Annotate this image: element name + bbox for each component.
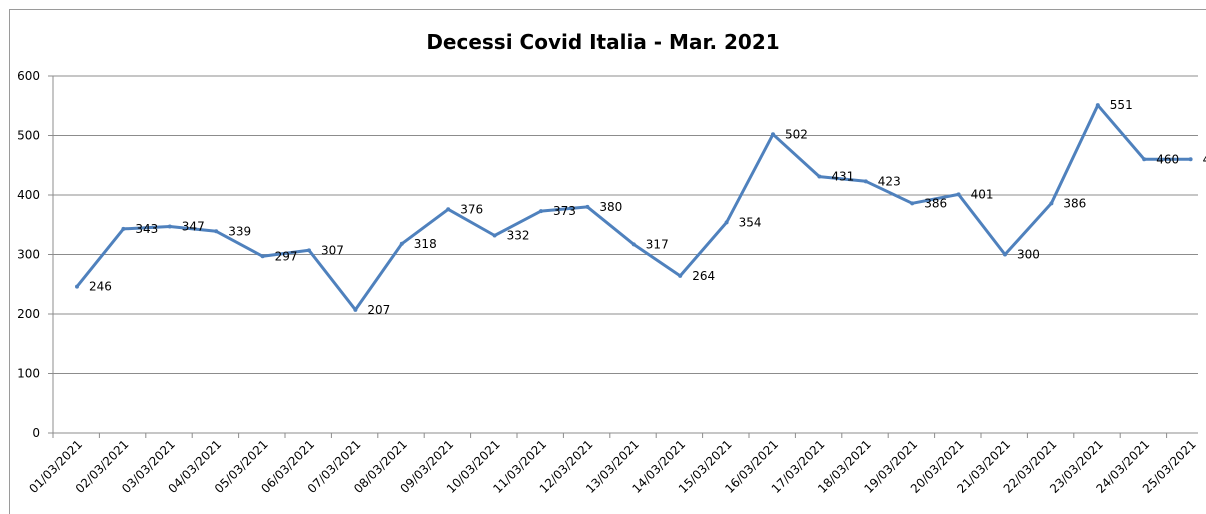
- data-label: 297: [275, 249, 298, 263]
- data-point: [307, 248, 311, 253]
- data-point: [353, 307, 358, 312]
- data-label: 386: [924, 196, 947, 210]
- data-label: 380: [599, 200, 622, 214]
- y-axis-ticks: 0 100 200 300 400 500 600: [17, 69, 53, 440]
- data-label: 373: [553, 204, 576, 218]
- data-label: 343: [135, 222, 158, 236]
- data-label: 332: [507, 228, 530, 242]
- data-label: 354: [739, 215, 762, 229]
- gridlines: [53, 75, 1198, 374]
- series: [75, 103, 1193, 312]
- data-point: [956, 192, 961, 197]
- data-point: [817, 174, 822, 179]
- data-point: [1142, 157, 1147, 162]
- data-point: [724, 220, 729, 225]
- y-tick-label: 300: [17, 248, 40, 262]
- data-label: 317: [646, 237, 669, 251]
- y-tick-label: 200: [17, 307, 40, 321]
- data-label: 423: [878, 174, 901, 188]
- data-point: [399, 241, 404, 246]
- y-tick-label: 500: [17, 129, 40, 143]
- data-label: 460: [1203, 152, 1206, 166]
- data-point: [1003, 252, 1007, 257]
- data-label: 376: [460, 202, 483, 216]
- data-point: [910, 201, 915, 206]
- data-point: [585, 204, 590, 209]
- data-label: 386: [1063, 196, 1086, 210]
- data-point: [260, 254, 265, 259]
- data-point: [863, 179, 868, 184]
- data-point: [631, 242, 636, 247]
- data-point: [1188, 157, 1193, 162]
- y-tick-label: 400: [17, 188, 40, 202]
- data-point: [1095, 103, 1100, 108]
- data-label: 207: [367, 303, 390, 317]
- data-label: 460: [1156, 152, 1179, 166]
- data-label: 264: [692, 269, 715, 283]
- data-labels: 246 343 347 339 297 307 207 318 376 332 373 380 317 2…: [89, 98, 1206, 317]
- y-tick-label: 0: [32, 426, 40, 440]
- data-point: [167, 224, 172, 229]
- data-point: [214, 229, 219, 234]
- x-axis-ticks: 01/03/202102/03/202103/03/202104/03/2021…: [26, 433, 1199, 496]
- data-point: [539, 209, 543, 214]
- data-label: 502: [785, 127, 808, 141]
- data-label: 318: [414, 237, 437, 251]
- data-label: 347: [182, 220, 205, 234]
- data-label: 246: [89, 280, 112, 294]
- data-point: [121, 226, 126, 231]
- y-tick-label: 100: [17, 367, 40, 381]
- data-point: [1049, 201, 1054, 206]
- data-label: 401: [971, 187, 994, 201]
- data-label: 307: [321, 243, 344, 257]
- data-point: [75, 284, 79, 289]
- data-point: [678, 273, 683, 278]
- chart-frame: [9, 9, 1206, 514]
- data-label: 339: [228, 224, 251, 238]
- data-label: 300: [1017, 248, 1040, 262]
- data-label: 431: [831, 170, 854, 184]
- data-label: 551: [1110, 98, 1133, 112]
- data-point: [771, 132, 775, 137]
- data-point: [446, 207, 451, 212]
- chart-title: Decessi Covid Italia - Mar. 2021: [426, 30, 780, 54]
- data-point: [492, 233, 497, 238]
- y-tick-label: 600: [17, 69, 40, 83]
